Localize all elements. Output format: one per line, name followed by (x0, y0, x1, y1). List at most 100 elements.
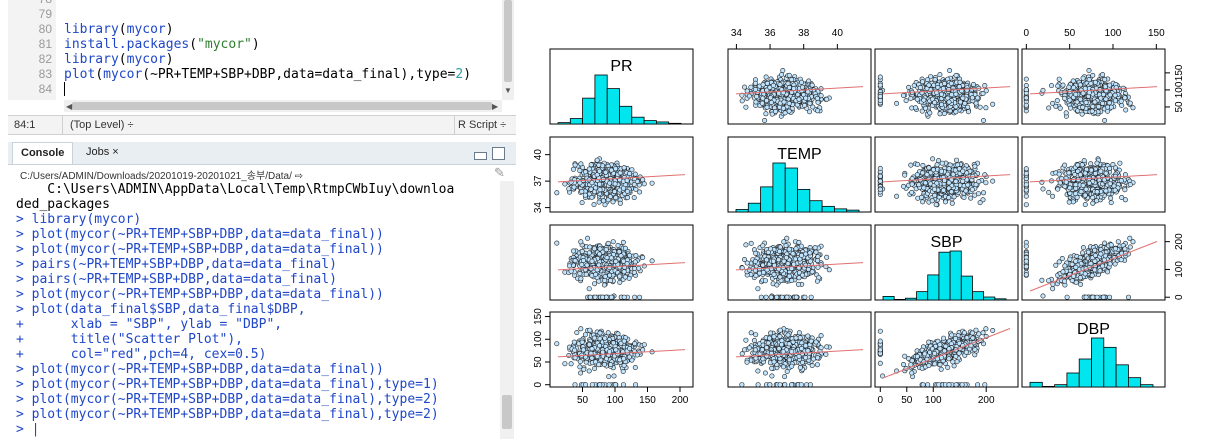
scroll-right-icon[interactable]: ▶ (492, 102, 499, 111)
scatter-point (589, 194, 595, 200)
scatter-point (941, 178, 947, 184)
scatter-point (588, 162, 594, 168)
source-editor[interactable]: 78798081828384 library(mycor)install.pac… (8, 0, 516, 114)
code-line[interactable]: plot(mycor(~PR+TEMP+SBP+DBP,data=data_fi… (64, 67, 472, 82)
filetype-selector[interactable]: R Script ÷ (458, 119, 507, 131)
scatter-point (1112, 92, 1118, 98)
scroll-down-icon[interactable]: ▼ (504, 86, 512, 95)
scatter-point (814, 95, 820, 101)
editor-horizontal-scroll-thumb[interactable] (72, 102, 492, 110)
scatter-point (739, 92, 745, 98)
scatter-point (1080, 182, 1086, 188)
scatter-point (786, 100, 792, 106)
scatter-point (806, 109, 812, 115)
scatter-point (1090, 104, 1096, 110)
scatter-points-pr-sbp (877, 68, 996, 124)
scatter-point (1023, 83, 1029, 89)
scatter-point (908, 162, 914, 168)
line-number: 83 (38, 67, 52, 81)
histogram-bar (582, 97, 596, 125)
scatter-point (912, 105, 918, 111)
console-vertical-scrollbar[interactable] (500, 181, 514, 439)
scatter-point (612, 189, 618, 195)
scatter-point (1107, 92, 1113, 98)
scatter-point (632, 259, 638, 265)
scatter-point (928, 74, 934, 80)
scatter-point (593, 185, 599, 191)
scatter-point (946, 180, 952, 186)
scatter-point (743, 104, 749, 110)
line-number: 80 (38, 22, 52, 36)
scatter-point (957, 79, 963, 85)
scatter-point (1066, 170, 1072, 176)
scatter-point (640, 177, 646, 183)
line-number-gutter: 78798081828384 (8, 0, 56, 100)
scatter-point (1102, 118, 1108, 124)
minimize-pane-icon[interactable] (474, 152, 487, 160)
scatter-point (762, 118, 768, 124)
histogram-bar (619, 105, 633, 125)
scatter-point (593, 271, 599, 277)
scatter-point (922, 180, 928, 186)
scatter-point (953, 109, 959, 115)
histogram-bar (557, 122, 571, 125)
scatter-point (632, 265, 638, 271)
scatter-point (914, 172, 920, 178)
scatter-point (621, 165, 627, 171)
scatter-point (1103, 96, 1109, 102)
scatter-point (983, 105, 989, 111)
scatter-point (763, 74, 769, 80)
scatter-point (1062, 95, 1068, 101)
scatter-point (579, 189, 585, 195)
scatter-point (975, 191, 981, 197)
scatter-point (786, 108, 792, 114)
maximize-pane-icon[interactable] (492, 147, 505, 160)
scatter-point (1092, 99, 1098, 105)
scatter-point (803, 95, 809, 101)
scope-selector[interactable]: (Top Level) ÷ (70, 119, 134, 131)
scatter-point (990, 101, 996, 107)
scatter-point (589, 258, 595, 264)
line-number: 82 (38, 52, 52, 66)
histogram-bar (655, 121, 670, 125)
line-number: 78 (8, 0, 52, 7)
scatter-point (1023, 166, 1029, 172)
tab-console[interactable]: Console (12, 142, 74, 164)
tab-jobs[interactable]: Jobs × (86, 146, 119, 158)
scatter-point (763, 111, 769, 117)
scatter-point (582, 192, 588, 198)
scatter-point (918, 194, 924, 200)
scatter-point (1080, 104, 1086, 110)
scatter-point (786, 72, 792, 78)
scatter-point (1075, 162, 1081, 168)
code-line[interactable]: library(mycor) (64, 52, 174, 67)
cursor-position: 84:1 (14, 119, 36, 131)
scatter-point (1119, 102, 1125, 108)
code-line[interactable]: library(mycor) (64, 22, 174, 37)
scatter-point (939, 102, 945, 108)
scatter-point (588, 266, 594, 272)
console-vertical-scroll-thumb[interactable] (502, 395, 512, 429)
scatter-point (949, 200, 955, 206)
scatter-point (900, 93, 906, 99)
scatter-point (625, 195, 631, 201)
scatter-point (1067, 185, 1073, 191)
histogram-bar (747, 202, 762, 213)
scatter-point (908, 95, 914, 101)
scatter-point (1067, 105, 1073, 111)
console-input-line: > pairs(~PR+TEMP+SBP+DBP,data=data_final… (16, 257, 337, 272)
scatter-point (906, 84, 912, 90)
working-directory-path[interactable]: C:/Users/ADMIN/Downloads/20201019-202010… (8, 165, 516, 182)
scroll-left-icon[interactable]: ◀ (66, 102, 73, 111)
scatter-point (621, 294, 627, 300)
console-output[interactable]: C:\Users\ADMIN\AppData\Local\Temp\RtmpCW… (0, 181, 498, 439)
code-line[interactable]: install.packages("mycor") (64, 37, 260, 52)
scatter-point (947, 68, 953, 74)
clear-console-icon[interactable]: ✎ (494, 165, 505, 180)
scatter-point (579, 200, 585, 206)
scatter-point (1100, 72, 1106, 78)
editor-vertical-scroll-thumb[interactable] (504, 0, 512, 82)
scatter-point (1073, 91, 1079, 97)
pane-splitter[interactable] (518, 0, 526, 439)
